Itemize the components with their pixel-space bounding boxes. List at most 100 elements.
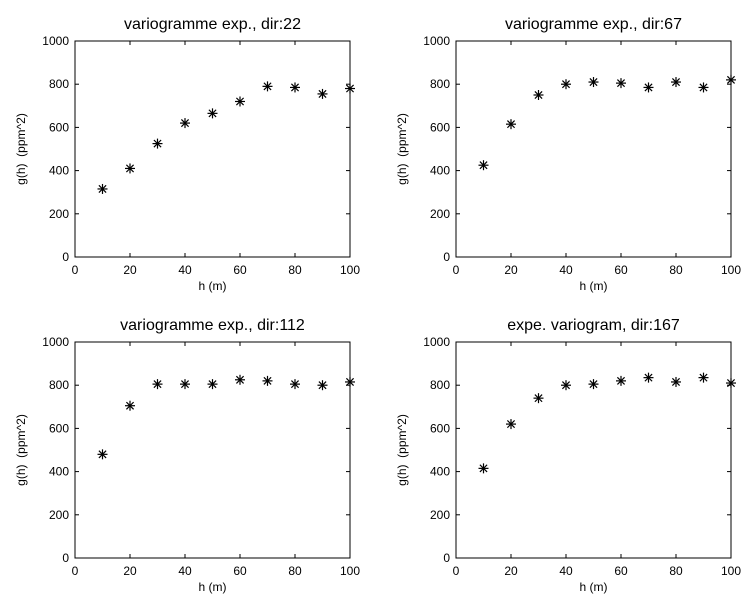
- data-point: [643, 372, 654, 383]
- data-point: [671, 376, 681, 387]
- data-point: [207, 108, 218, 119]
- y-tick-label: 200: [430, 508, 450, 522]
- y-tick-label: 600: [49, 120, 69, 134]
- chart-panel: variogramme exp., dir:22 0 20 40 60 80 1000 200…: [14, 16, 360, 293]
- chart-title: expe. variogram, dir:167: [507, 317, 680, 334]
- data-point: [588, 77, 599, 88]
- y-tick-label: 600: [430, 421, 450, 435]
- x-tick-label: 0: [453, 263, 460, 277]
- x-tick-label: 100: [721, 564, 741, 578]
- data-point: [698, 82, 709, 93]
- data-point: [180, 379, 190, 390]
- y-tick-label: 200: [49, 207, 69, 221]
- x-axis-label: h (m): [580, 580, 608, 594]
- chart-panel: variogramme exp., dir:670 20 40 60 80 1000200…: [395, 16, 741, 293]
- x-tick-label: 60: [233, 263, 247, 277]
- data-point: [616, 375, 626, 386]
- y-tick-label: 800: [49, 77, 69, 91]
- y-tick-label: 600: [430, 120, 450, 134]
- data-point: [478, 160, 489, 171]
- data-point: [317, 380, 328, 391]
- chart-title: variogramme exp., dir:67: [505, 16, 682, 33]
- x-tick-label: 0: [72, 263, 79, 277]
- data-point: [533, 90, 544, 100]
- data-point: [235, 96, 245, 107]
- data-point: [726, 74, 736, 85]
- y-tick-label: 1000: [423, 335, 450, 349]
- data-point: [561, 79, 571, 90]
- x-tick-label: 20: [504, 263, 518, 277]
- x-tick-label: 80: [288, 263, 302, 277]
- y-axis-label: g(h) (ppm^2): [14, 113, 28, 185]
- data-point: [616, 78, 626, 89]
- y-tick-label: 400: [430, 465, 450, 479]
- y-tick-label: 400: [49, 465, 69, 479]
- x-tick-label: 0: [72, 564, 79, 578]
- data-point: [235, 374, 245, 385]
- data-point: [180, 118, 190, 129]
- y-axis-label: g(h) (ppm^2): [395, 414, 409, 486]
- x-tick-label: 20: [123, 564, 137, 578]
- y-tick-label: 0: [443, 551, 450, 565]
- data-point: [152, 138, 163, 149]
- data-point: [643, 82, 654, 93]
- data-point: [698, 372, 709, 383]
- x-tick-label: 80: [669, 263, 683, 277]
- x-tick-label: 20: [504, 564, 518, 578]
- data-point: [345, 376, 355, 387]
- x-tick-label: 60: [614, 263, 628, 277]
- y-tick-label: 600: [49, 421, 69, 435]
- x-axis-label: h (m): [199, 580, 227, 594]
- y-tick-label: 1000: [42, 335, 69, 349]
- y-tick-label: 1000: [423, 34, 450, 48]
- data-point: [506, 419, 516, 430]
- chart-title: variogramme exp., dir:112: [120, 317, 305, 334]
- y-axis-label: g(h) (ppm^2): [395, 113, 409, 185]
- data-point: [152, 379, 163, 390]
- data-point: [506, 119, 516, 130]
- x-tick-label: 100: [340, 564, 360, 578]
- plot-frame: [455, 40, 732, 258]
- data-point: [262, 81, 273, 92]
- data-point: [345, 83, 355, 94]
- y-axis-label: g(h) (ppm^2): [14, 414, 28, 486]
- data-point: [317, 88, 328, 99]
- x-axis-label: h (m): [580, 279, 608, 293]
- y-tick-label: 0: [443, 250, 450, 264]
- chart-title: variogramme exp., dir:22: [124, 16, 301, 33]
- x-tick-label: 40: [559, 564, 573, 578]
- x-tick-label: 20: [123, 263, 137, 277]
- data-point: [561, 380, 571, 391]
- x-tick-label: 100: [721, 263, 741, 277]
- y-tick-label: 400: [430, 164, 450, 178]
- y-tick-label: 200: [430, 207, 450, 221]
- y-tick-label: 400: [49, 164, 69, 178]
- plot-frame: [74, 40, 351, 258]
- x-tick-label: 80: [669, 564, 683, 578]
- plot-frame: [455, 341, 732, 559]
- data-point: [207, 379, 218, 390]
- data-point: [125, 400, 135, 411]
- data-point: [726, 378, 736, 389]
- x-tick-label: 100: [340, 263, 360, 277]
- x-tick-label: 40: [178, 263, 192, 277]
- data-point: [290, 379, 300, 390]
- x-axis-label: h (m): [199, 279, 227, 293]
- data-point: [671, 77, 681, 88]
- data-point: [97, 183, 108, 194]
- y-tick-label: 200: [49, 508, 69, 522]
- x-tick-label: 0: [453, 564, 460, 578]
- data-point: [478, 463, 489, 474]
- y-tick-label: 0: [62, 551, 69, 565]
- data-point: [125, 163, 135, 174]
- x-tick-label: 60: [233, 564, 247, 578]
- y-tick-label: 1000: [42, 34, 69, 48]
- x-tick-label: 60: [614, 564, 628, 578]
- x-tick-label: 80: [288, 564, 302, 578]
- y-tick-label: 800: [430, 77, 450, 91]
- plot-frame: [74, 341, 351, 559]
- data-point: [262, 375, 273, 386]
